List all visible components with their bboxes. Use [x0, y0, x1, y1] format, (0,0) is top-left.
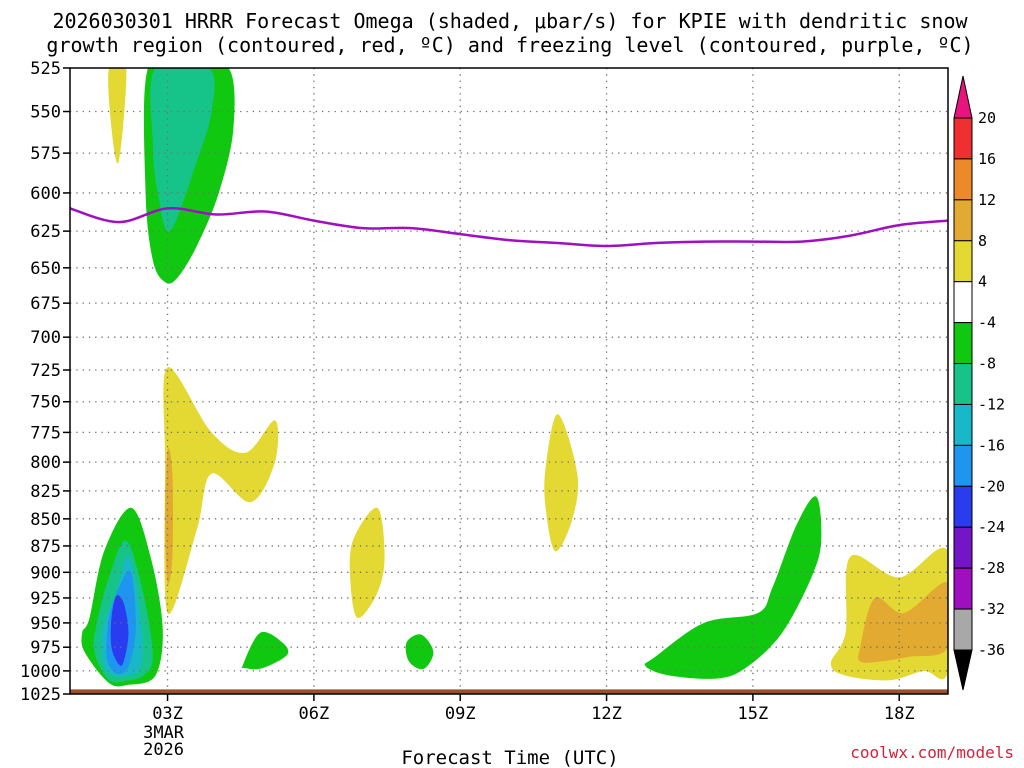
chart-title-line-1: 2026030301 HRRR Forecast Omega (shaded, … — [52, 9, 968, 33]
y-tick-label-750: 750 — [30, 393, 61, 413]
omega-region-9 — [110, 595, 129, 666]
y-tick-label-575: 575 — [30, 144, 61, 164]
colorbar-label-11: -28 — [978, 559, 1005, 577]
colorbar-label-6: -8 — [978, 355, 996, 373]
y-tick-label-925: 925 — [30, 589, 61, 609]
omega-shaded-regions — [81, 68, 948, 687]
chart-title-line-2: growth region (contoured, red, ºC) and f… — [46, 33, 973, 57]
colorbar-bin-9 — [953, 485, 973, 528]
omega-region-0 — [108, 68, 127, 164]
colorbar-label-1: 16 — [978, 150, 996, 168]
freezing-level-line — [70, 207, 948, 248]
colorbar-bin-11 — [953, 567, 973, 610]
colorbar-bin-12 — [953, 608, 973, 651]
y-tick-label-850: 850 — [30, 510, 61, 530]
colorbar-bin-6 — [953, 363, 973, 405]
y-tick-label-975: 975 — [30, 638, 61, 658]
omega-region-14 — [644, 496, 822, 679]
y-tick-label-650: 650 — [30, 259, 61, 279]
colorbar-bin-2 — [953, 199, 973, 242]
y-tick-label-675: 675 — [30, 294, 61, 314]
y-tick-label-625: 625 — [30, 222, 61, 242]
credit-text: coolwx.com/models — [850, 743, 1014, 762]
ground-surface-band — [70, 689, 948, 694]
y-axis: 525 550 575 600 625 650 675 700 725 750 775 800 825 8… — [20, 59, 70, 705]
x-date-label: 3MAR — [143, 723, 185, 743]
y-tick-label-800: 800 — [30, 453, 61, 473]
colorbar-label-10: -24 — [978, 518, 1005, 536]
omega-region-12 — [405, 634, 434, 670]
omega-region-11 — [349, 507, 385, 619]
colorbar-bin-5 — [953, 322, 973, 365]
y-tick-label-950: 950 — [30, 614, 61, 634]
colorbar-label-5: -4 — [978, 314, 996, 332]
colorbar-label-2: 12 — [978, 191, 996, 209]
y-tick-label-875: 875 — [30, 537, 61, 557]
x-tick-label-06Z: 06Z — [299, 704, 330, 724]
omega-region-2 — [150, 68, 215, 232]
colorbar-label-3: 8 — [978, 232, 987, 250]
plot-area — [69, 67, 949, 695]
y-tick-label-550: 550 — [30, 103, 61, 123]
y-tick-label-1000: 1000 — [20, 662, 61, 682]
y-tick-label-525: 525 — [30, 59, 61, 79]
y-tick-label-900: 900 — [30, 563, 61, 583]
omega-region-10 — [241, 631, 289, 670]
colorbar-bin-7 — [953, 403, 973, 446]
y-tick-label-700: 700 — [30, 328, 61, 348]
colorbar-bin-10 — [953, 526, 973, 569]
colorbar-bin-0 — [953, 117, 973, 160]
plot-frame — [69, 67, 949, 695]
colorbar-bin-1 — [953, 158, 973, 201]
colorbar-bottom-arrow — [953, 649, 973, 691]
colorbar-label-9: -20 — [978, 477, 1005, 495]
x-axis-label: Forecast Time (UTC) — [401, 747, 618, 768]
omega-region-13 — [544, 414, 579, 552]
colorbar-label-8: -16 — [978, 436, 1005, 454]
colorbar: 20 16 12 8 4 -4 -8 -12 -16 -20 -24 -28 -32 -36 — [953, 75, 1005, 691]
x-tick-label-18Z: 18Z — [884, 704, 915, 724]
y-tick-label-725: 725 — [30, 361, 61, 381]
colorbar-bin-8 — [953, 444, 973, 487]
colorbar-label-13: -36 — [978, 641, 1005, 659]
colorbar-top-arrow — [953, 75, 973, 119]
y-tick-label-600: 600 — [30, 184, 61, 204]
y-tick-label-1025: 1025 — [20, 685, 61, 705]
y-tick-label-825: 825 — [30, 482, 61, 502]
colorbar-bin-3 — [953, 240, 973, 283]
gridlines — [70, 68, 948, 694]
x-year-label: 2026 — [143, 740, 184, 760]
x-tick-label-03Z: 03Z — [152, 704, 183, 724]
y-tick-label-775: 775 — [30, 423, 61, 443]
x-tick-label-09Z: 09Z — [445, 704, 476, 724]
x-tick-label-12Z: 12Z — [591, 704, 622, 724]
colorbar-label-0: 20 — [978, 109, 996, 127]
colorbar-label-7: -12 — [978, 395, 1005, 413]
colorbar-label-12: -32 — [978, 600, 1005, 618]
colorbar-label-4: 4 — [978, 273, 987, 291]
colorbar-bin-4 — [953, 281, 973, 324]
x-tick-label-15Z: 15Z — [738, 704, 769, 724]
omega-region-4 — [165, 448, 173, 585]
omega-region-16 — [858, 582, 948, 663]
omega-region-3 — [163, 367, 279, 615]
